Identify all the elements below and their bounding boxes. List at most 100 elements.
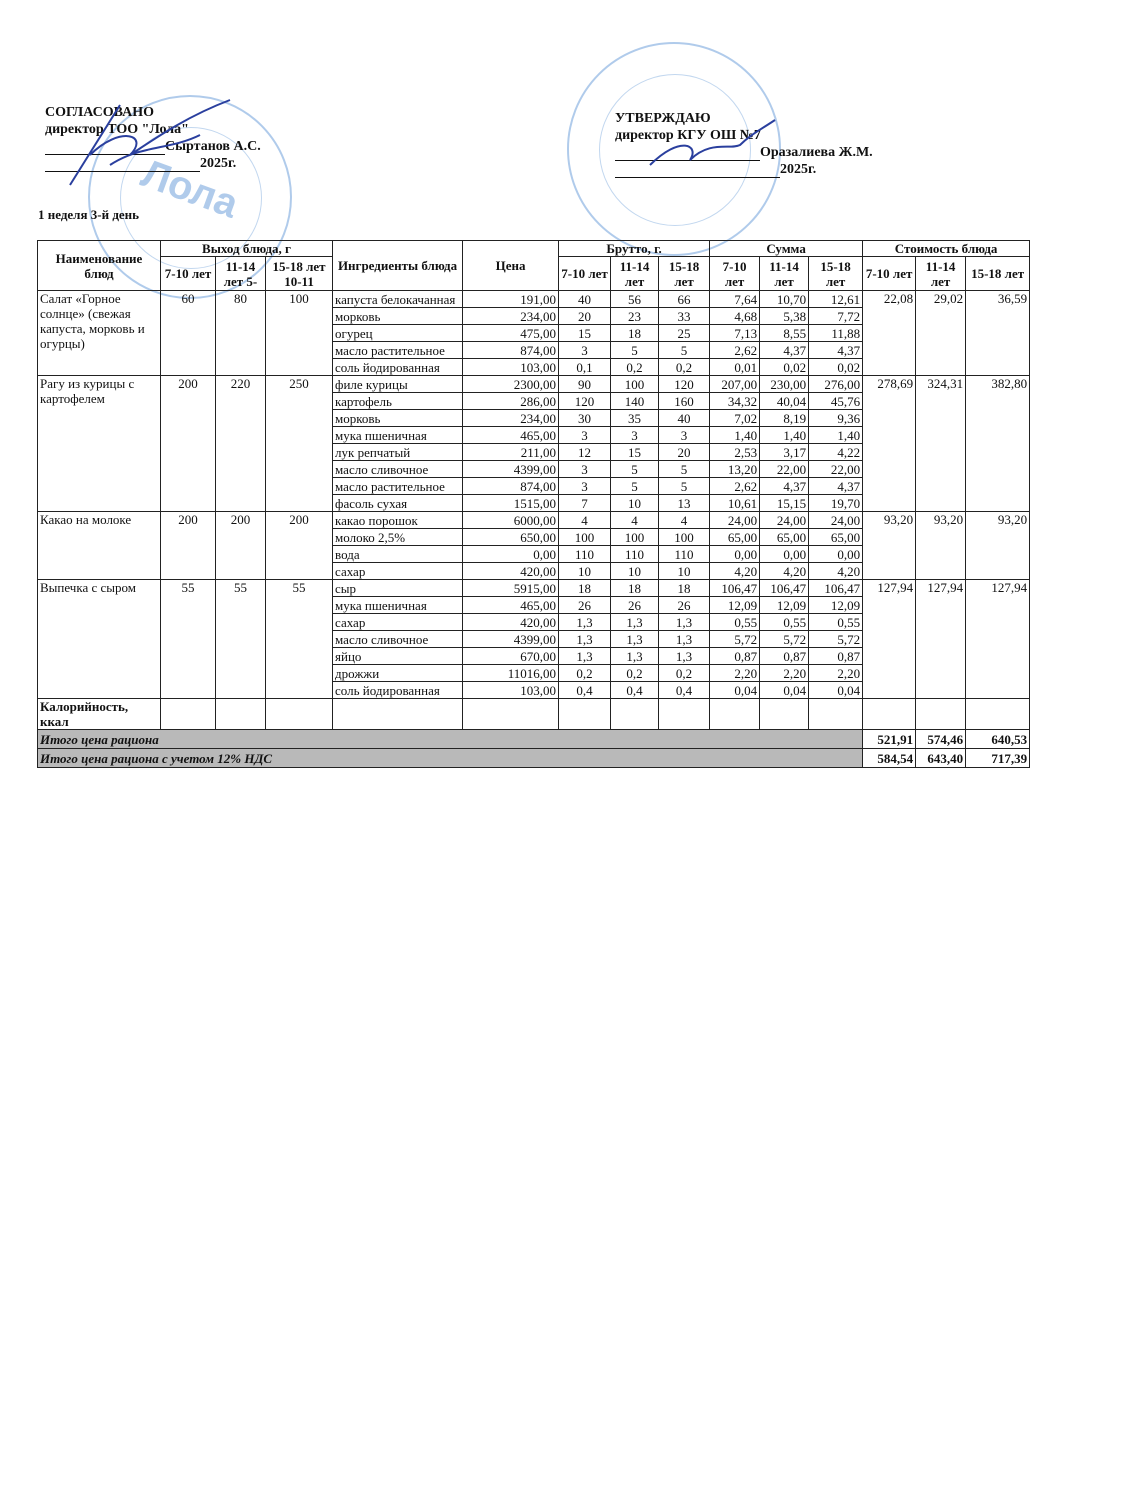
ingredient-price: 2300,00 <box>462 375 560 393</box>
brutto-value: 13 <box>658 494 711 512</box>
brutto-value: 140 <box>610 392 660 410</box>
dish-yield: 200 <box>160 375 216 512</box>
dish-name: Салат «Горное солнце» (свежая капуста, м… <box>37 290 161 376</box>
dish-yield: 80 <box>215 290 266 376</box>
sum-value: 2,20 <box>759 664 810 682</box>
ingredient-price: 465,00 <box>462 426 560 444</box>
brutto-value: 26 <box>658 596 711 614</box>
table-row: Выпечка с сыром 55 55 55 сыр 5915,00 18 18 18 106… <box>37 579 1031 699</box>
dish-yield: 55 <box>160 579 216 699</box>
total-value: 640,53 <box>965 729 1031 749</box>
table-row: огурец 475,00 15 18 25 7,13 8,55 11,88 <box>38 324 1030 342</box>
brutto-value: 90 <box>558 375 612 393</box>
brutto-value: 3 <box>610 426 660 444</box>
sum-value: 10,61 <box>709 494 761 512</box>
sum-value: 9,36 <box>808 409 864 427</box>
brutto-value: 5 <box>610 341 660 359</box>
sum-value: 0,55 <box>808 613 864 631</box>
ingredient-price: 234,00 <box>462 307 560 325</box>
brutto-value: 25 <box>658 324 711 342</box>
ingredient-name: сыр <box>332 579 464 597</box>
cost-age-0: 7-10 лет <box>862 256 917 291</box>
ingredient-price: 11016,00 <box>462 664 560 682</box>
ingredient-name: морковь <box>332 307 464 325</box>
ingredient-price: 420,00 <box>462 613 560 631</box>
sum-value: 40,04 <box>759 392 810 410</box>
sum-value: 3,17 <box>759 443 810 461</box>
sum-value: 7,64 <box>709 290 761 308</box>
sum-value: 7,02 <box>709 409 761 427</box>
yield-age-1: 11-14 лет 5- <box>215 256 266 291</box>
empty-cell <box>264 698 334 730</box>
brutto-value: 18 <box>610 579 660 597</box>
sum-value: 0,00 <box>808 545 864 563</box>
sum-value: 0,04 <box>709 681 761 699</box>
brutto-value: 15 <box>610 443 660 461</box>
ingredient-name: мука пшеничная <box>332 596 464 614</box>
dish-yield: 55 <box>215 579 266 699</box>
ingredient-name: вода <box>332 545 464 563</box>
dish-yield: 200 <box>264 511 334 580</box>
brutto-value: 110 <box>558 545 612 563</box>
sum-value: 7,13 <box>709 324 761 342</box>
empty-cell <box>915 698 967 730</box>
brutto-age-0: 7-10 лет <box>558 256 612 291</box>
sum-value: 45,76 <box>808 392 864 410</box>
brutto-value: 5 <box>610 477 660 495</box>
ingredient-name: огурец <box>332 324 464 342</box>
sum-value: 4,37 <box>759 477 810 495</box>
sum-value: 24,00 <box>709 511 761 529</box>
brutto-value: 0,2 <box>658 664 711 682</box>
brutto-value: 4 <box>610 511 660 529</box>
brutto-value: 0,2 <box>658 358 711 376</box>
signature-left <box>69 99 231 186</box>
table-row: морковь 234,00 30 35 40 7,02 8,19 9,36 <box>38 409 1030 427</box>
brutto-value: 1,3 <box>658 647 711 665</box>
sum-value: 4,68 <box>709 307 761 325</box>
dish-cost: 93,20 <box>915 511 967 580</box>
brutto-value: 5 <box>610 460 660 478</box>
sum-value: 5,72 <box>808 630 864 648</box>
ingredient-price: 5915,00 <box>462 579 560 597</box>
brutto-value: 110 <box>610 545 660 563</box>
ingredient-price: 874,00 <box>462 341 560 359</box>
sum-value: 65,00 <box>759 528 810 546</box>
ingredient-price: 103,00 <box>462 681 560 699</box>
empty-cell <box>709 698 761 730</box>
brutto-value: 26 <box>610 596 660 614</box>
sum-value: 2,62 <box>709 477 761 495</box>
ingredient-price: 465,00 <box>462 596 560 614</box>
sum-value: 106,47 <box>759 579 810 597</box>
brutto-value: 10 <box>610 494 660 512</box>
sum-value: 13,20 <box>709 460 761 478</box>
brutto-value: 120 <box>558 392 612 410</box>
cost-age-1: 11-14 лет <box>915 256 967 291</box>
total-label: Итого цена рациона <box>36 729 864 749</box>
brutto-value: 0,2 <box>558 664 612 682</box>
sum-value: 4,37 <box>759 341 810 359</box>
ingredient-name: картофель <box>332 392 464 410</box>
brutto-value: 3 <box>558 460 612 478</box>
sum-value: 1,40 <box>709 426 761 444</box>
sum-value: 1,40 <box>759 426 810 444</box>
ingredient-price: 234,00 <box>462 409 560 427</box>
total-value: 584,54 <box>862 748 917 768</box>
ingredient-price: 4399,00 <box>462 630 560 648</box>
sum-value: 10,70 <box>759 290 810 308</box>
table-row: дрожжи 11016,00 0,2 0,2 0,2 2,20 2,20 2,20 <box>38 664 1030 682</box>
ingredient-price: 103,00 <box>462 358 560 376</box>
table-row: мука пшеничная 465,00 26 26 26 12,09 12,09 12,0… <box>38 596 1030 614</box>
day-label: 1 неделя 3-й день <box>38 207 140 222</box>
brutto-value: 56 <box>610 290 660 308</box>
ingredient-name: сахар <box>332 613 464 631</box>
sum-value: 15,15 <box>759 494 810 512</box>
sum-value: 0,04 <box>759 681 810 699</box>
sum-age-2: 15-18 лет <box>808 256 864 291</box>
total-value: 717,39 <box>965 748 1031 768</box>
ingredient-price: 1515,00 <box>462 494 560 512</box>
dish-cost: 382,80 <box>965 375 1031 512</box>
empty-cell <box>808 698 864 730</box>
col-ingredients: Ингредиенты блюда <box>332 240 464 291</box>
sum-value: 0,87 <box>759 647 810 665</box>
